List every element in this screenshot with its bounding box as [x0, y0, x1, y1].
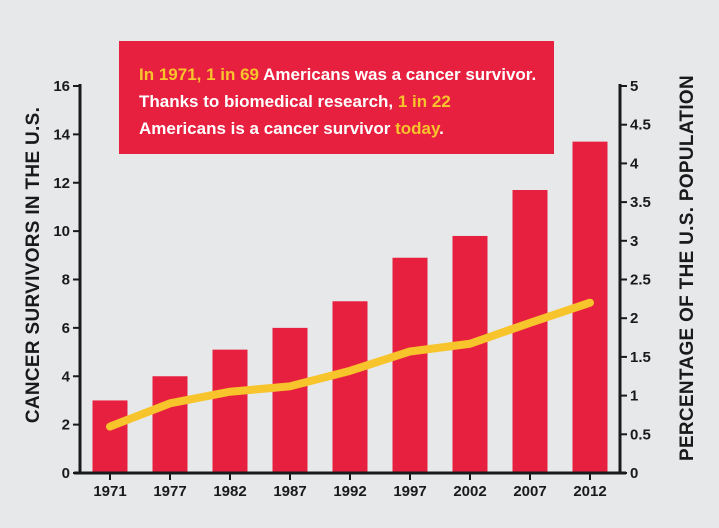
axes: [73, 84, 627, 480]
line-series: [106, 298, 594, 431]
y-tick-label-left: 6: [62, 320, 70, 337]
callout-highlight: 1 in 22: [397, 92, 451, 111]
line-point-2007: [528, 321, 532, 325]
line-point-1997: [408, 349, 412, 353]
callout-highlight: today: [395, 119, 440, 138]
y-tick-label-left: 12: [53, 175, 70, 192]
y-tick-label-right: 4: [630, 155, 639, 172]
y-tick-label-right: 1.5: [630, 349, 651, 366]
callout-segment: Americans is a cancer survivor: [139, 119, 396, 138]
x-tick-label: 2002: [453, 483, 486, 500]
callout-text: In 1971, 1 in 69 Americans was a cancer …: [119, 41, 554, 154]
y-tick-label-right: 5: [630, 78, 638, 95]
x-tick-label: 1971: [93, 483, 126, 500]
y-tick-label-left: 0: [62, 465, 70, 482]
line-point-2002: [468, 342, 472, 346]
y-tick-label-right: 0: [630, 465, 638, 482]
y-tick-label-right: 2.5: [630, 272, 651, 289]
y-tick-label-left: 8: [62, 272, 70, 289]
bar-1971: [92, 400, 128, 473]
x-tick-label: 1982: [213, 483, 246, 500]
y-tick-label-left: 4: [62, 368, 71, 385]
callout-box: [119, 41, 554, 154]
x-tick-label: 1987: [273, 483, 306, 500]
tick-labels: 0 2 4 6 8 10 12 14 16 0 0.5 1 1.5 2 2.5 3 3.5 4 4.5 5 1971 19…: [53, 78, 651, 500]
y-tick-label-right: 4.5: [630, 117, 651, 134]
x-tick-label: 1997: [393, 483, 426, 500]
y-tick-label-right: 0.5: [630, 426, 651, 443]
x-tick-label: 2012: [573, 483, 606, 500]
bar-1987: [272, 327, 308, 473]
bar-2007: [512, 190, 548, 473]
y-tick-label-left: 16: [53, 78, 70, 95]
y-tick-label-right: 3: [630, 233, 638, 250]
bar-series: [92, 141, 608, 473]
y-tick-label-right: 3.5: [630, 194, 651, 211]
bar-1992: [332, 301, 368, 473]
line-point-2012: [588, 301, 592, 305]
bar-2002: [452, 235, 488, 473]
y-tick-label-left: 2: [62, 417, 70, 434]
line-point-1977: [168, 401, 172, 405]
line-point-1971: [108, 425, 112, 429]
y-tick-label-right: 2: [630, 310, 638, 327]
line-point-1982: [228, 390, 232, 394]
callout-segment: Americans was a cancer survivor. Thanks …: [139, 65, 537, 111]
x-tick-label: 1977: [153, 483, 186, 500]
callout-segment: .: [439, 119, 444, 138]
x-tick-label: 1992: [333, 483, 366, 500]
y-axis-title-left: CANCER SURVIVORS IN THE U.S.: [23, 107, 44, 423]
bar-1977: [152, 376, 188, 473]
line-point-1987: [288, 384, 292, 388]
x-tick-label: 2007: [513, 483, 546, 500]
callout-highlight: In 1971, 1 in 69: [139, 65, 260, 84]
bar-1982: [212, 349, 248, 473]
y-tick-label-left: 10: [53, 223, 70, 240]
line-point-1992: [348, 369, 352, 373]
y-tick-label-right: 1: [630, 388, 638, 405]
bar-1997: [392, 257, 428, 473]
y-tick-label-left: 14: [53, 126, 70, 143]
y-axis-title-right: PERCENTAGE OF THE U.S. POPULATION: [677, 75, 698, 461]
